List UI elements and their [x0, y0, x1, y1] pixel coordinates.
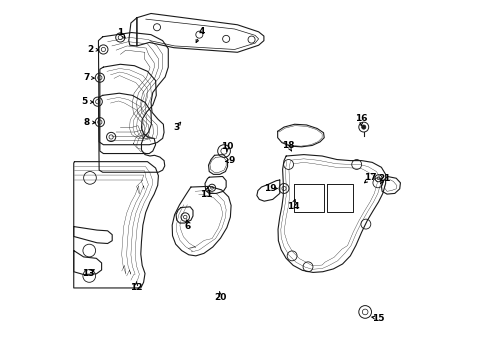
- Text: 9: 9: [228, 157, 235, 166]
- Text: 15: 15: [371, 314, 384, 323]
- Text: 17: 17: [363, 174, 376, 183]
- Text: 14: 14: [286, 202, 299, 211]
- Text: 1: 1: [117, 28, 123, 37]
- Circle shape: [361, 125, 365, 129]
- Text: 18: 18: [282, 141, 294, 150]
- Text: 12: 12: [129, 283, 142, 292]
- Text: 4: 4: [198, 27, 204, 36]
- Text: 2: 2: [87, 45, 93, 54]
- Text: 13: 13: [82, 269, 95, 278]
- Text: 6: 6: [184, 222, 191, 231]
- Text: 8: 8: [83, 118, 89, 127]
- Text: 16: 16: [355, 114, 367, 123]
- Text: 3: 3: [173, 123, 179, 132]
- Text: 21: 21: [377, 174, 389, 183]
- Text: 7: 7: [83, 73, 89, 82]
- Text: 5: 5: [81, 97, 87, 106]
- Text: 19: 19: [264, 184, 276, 193]
- Text: 10: 10: [221, 141, 233, 150]
- Text: 20: 20: [214, 293, 226, 302]
- Text: 11: 11: [200, 190, 212, 199]
